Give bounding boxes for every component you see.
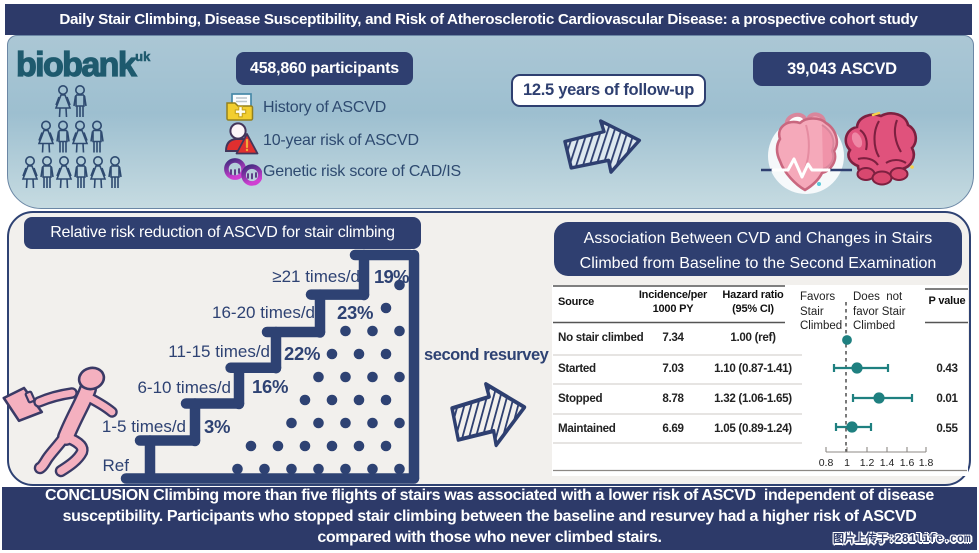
svg-text:0.8: 0.8: [819, 457, 834, 469]
svg-text:1.8: 1.8: [919, 457, 934, 469]
svg-text:1.2: 1.2: [860, 457, 875, 469]
svg-text:1.6: 1.6: [900, 457, 915, 469]
svg-text:1: 1: [844, 457, 850, 469]
svg-text:1.4: 1.4: [880, 457, 895, 469]
